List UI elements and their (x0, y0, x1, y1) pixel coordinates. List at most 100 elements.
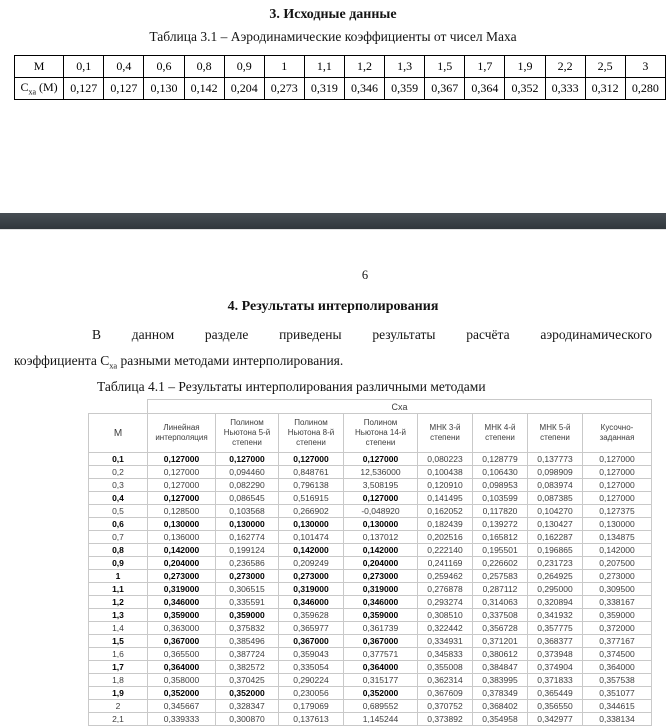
cxa-result-value: 0,368402 (472, 699, 528, 713)
cxa-result-value: 0,179069 (278, 699, 344, 713)
cxa-result-value: 0,182439 (417, 517, 473, 531)
cxa-value: 0,127 (103, 77, 145, 100)
m-value: 0,5 (88, 504, 148, 518)
cxa-result-value: 0,377571 (343, 647, 418, 661)
cxa-result-value: 0,264925 (527, 569, 583, 583)
cxa-result-value: 0,134875 (582, 530, 652, 544)
cxa-result-value: 0,165812 (472, 530, 528, 544)
cxa-value: 0,280 (624, 77, 666, 100)
cxa-result-value: 0,273000 (582, 569, 652, 583)
cxa-value: 0,312 (584, 77, 626, 100)
table-row: 0,3 0,127000 0,082290 0,796138 3,508195 0,120… (88, 478, 652, 492)
cxa-result-value: 0,202516 (417, 530, 473, 544)
cxa-result-value: 0,368377 (527, 634, 583, 648)
cxa-result-value: 0,365500 (147, 647, 216, 661)
cxa-result-value: 0,352000 (147, 686, 216, 700)
cxa-result-value: 0,139272 (472, 517, 528, 531)
cxa-result-value: 0,082290 (215, 478, 279, 492)
cxa-result-value: 0,287112 (472, 582, 528, 596)
cxa-result-value: 0,359043 (278, 647, 344, 661)
cxa-result-value: 0,130000 (215, 517, 279, 531)
cxa-result-value: 0,293274 (417, 595, 473, 609)
cxa-result-value: 0,338167 (582, 595, 652, 609)
cxa-result-value: 0,335054 (278, 660, 344, 674)
cxa-result-value: 0,374500 (582, 647, 652, 661)
cxa-result-value: 0,086545 (215, 491, 279, 505)
mach-value: 1,9 (504, 55, 546, 78)
mach-row: М 0,1 0,4 0,6 0,8 0,9 1 1,1 1,2 1,3 1,5 1,7 1,9 2,2 2,… (13, 55, 666, 78)
cxa-result-value: 0,137773 (527, 452, 583, 466)
cxa-value: 0,273 (263, 77, 305, 100)
cxa-result-value: 0,361739 (343, 621, 418, 635)
method-column-header: МНК 4-й степени (472, 413, 528, 453)
cxa-result-value: 0,141495 (417, 491, 473, 505)
cxa-result-value: 0,127375 (582, 504, 652, 518)
cxa-result-value: 0,196865 (527, 543, 583, 557)
m-value: 1,6 (88, 647, 148, 661)
cxa-result-value: 0,259462 (417, 569, 473, 583)
cxa-result-value: 3,508195 (343, 478, 418, 492)
cxa-result-value: 0,320894 (527, 595, 583, 609)
cxa-result-value: 0,370425 (215, 673, 279, 687)
cxa-result-value: 0,204000 (343, 556, 418, 570)
paragraph-line-2-rest: разными методами интерполирования. (117, 353, 344, 368)
cxa-result-value: 0,371833 (527, 673, 583, 687)
m-value: 2 (88, 699, 148, 713)
table-row: 1,9 0,352000 0,352000 0,230056 0,352000 0,367… (88, 686, 652, 700)
cxa-value: 0,364 (464, 77, 506, 100)
cxa-result-value: 0,367609 (417, 686, 473, 700)
mach-value: 1 (263, 55, 305, 78)
cxa-result-value: 0,209249 (278, 556, 344, 570)
cxa-result-value: 0,516915 (278, 491, 344, 505)
cxa-result-value: 0,359000 (147, 608, 216, 622)
table-3-1-caption: Таблица 3.1 – Аэродинамические коэффицие… (149, 29, 517, 44)
cxa-result-value: 0,273000 (215, 569, 279, 583)
table-row: 0,4 0,127000 0,086545 0,516915 0,127000 0,141… (88, 491, 652, 505)
cxa-value: 0,352 (504, 77, 546, 100)
cxa-result-value: 0,382572 (215, 660, 279, 674)
m-value: 1,3 (88, 608, 148, 622)
table-4-1-caption: Таблица 4.1 – Результаты интерполировани… (97, 379, 486, 394)
method-column-header: Полином Ньютона 8-й степени (278, 413, 344, 453)
cxa-result-value: 0,266902 (278, 504, 344, 518)
cxa-result-value: 0,127000 (147, 452, 216, 466)
cxa-result-value: 0,127000 (582, 465, 652, 479)
table-row: 2,1 0,339333 0,300870 0,137613 1,145244 0,373… (88, 712, 652, 726)
m-value: 0,8 (88, 543, 148, 557)
corner-cell (89, 400, 148, 414)
cxa-result-value: 0,387724 (215, 647, 279, 661)
cxa-result-value: 0,101474 (278, 530, 344, 544)
cxa-result-value: 0,384847 (472, 660, 528, 674)
cxa-result-value: 0,372000 (582, 621, 652, 635)
cxa-result-value: 0,345833 (417, 647, 473, 661)
m-row-label: М (13, 55, 65, 78)
mach-value: 1,1 (303, 55, 345, 78)
cxa-result-value: 0,127000 (278, 452, 344, 466)
table-row: 1 0,273000 0,273000 0,273000 0,273000 0,25946… (88, 569, 652, 583)
cxa-result-value: 0,257583 (472, 569, 528, 583)
cxa-result-value: 0,319000 (147, 582, 216, 596)
cxa-result-value: 0,338134 (582, 712, 652, 726)
cxa-value: 0,319 (303, 77, 345, 100)
cxa-result-value: 0,098953 (472, 478, 528, 492)
m-value: 0,1 (88, 452, 148, 466)
cxa-result-value: 0,130427 (527, 517, 583, 531)
cxa-result-value: 0,370752 (417, 699, 473, 713)
cxa-result-value: 0,230056 (278, 686, 344, 700)
cxa-result-value: 0,120910 (417, 478, 473, 492)
method-column-header: МНК 3-й степени (417, 413, 473, 453)
cxa-result-value: 0,142000 (147, 543, 216, 557)
cxa-result-value: 0,355008 (417, 660, 473, 674)
cxa-result-value: 0,127000 (343, 491, 418, 505)
cxa-result-value: 0,373948 (527, 647, 583, 661)
mach-value: 0,9 (223, 55, 265, 78)
cxa-result-value: 0,130000 (343, 517, 418, 531)
cxa-result-value: 0,087385 (527, 491, 583, 505)
cxa-value: 0,204 (223, 77, 265, 100)
m-column-header: М (88, 413, 148, 453)
cxa-result-value: 0,136000 (147, 530, 216, 544)
cxa-result-value: 0,142000 (278, 543, 344, 557)
cxa-result-value: 0,796138 (278, 478, 344, 492)
cxa-result-value: 0,204000 (147, 556, 216, 570)
cxa-result-value: 0,356550 (527, 699, 583, 713)
